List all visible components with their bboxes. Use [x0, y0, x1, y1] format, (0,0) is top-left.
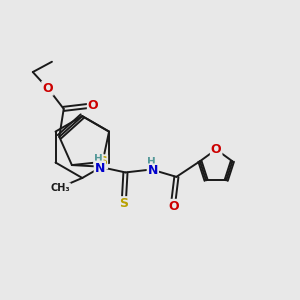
Text: N: N: [148, 164, 158, 178]
Text: H: H: [147, 157, 156, 167]
Text: S: S: [98, 155, 107, 168]
Text: S: S: [119, 197, 128, 210]
Text: O: O: [168, 200, 179, 213]
Text: N: N: [95, 161, 105, 175]
Text: H: H: [94, 154, 103, 164]
Text: CH₃: CH₃: [50, 183, 70, 193]
Text: O: O: [88, 99, 98, 112]
Text: O: O: [42, 82, 53, 95]
Text: O: O: [211, 143, 221, 156]
